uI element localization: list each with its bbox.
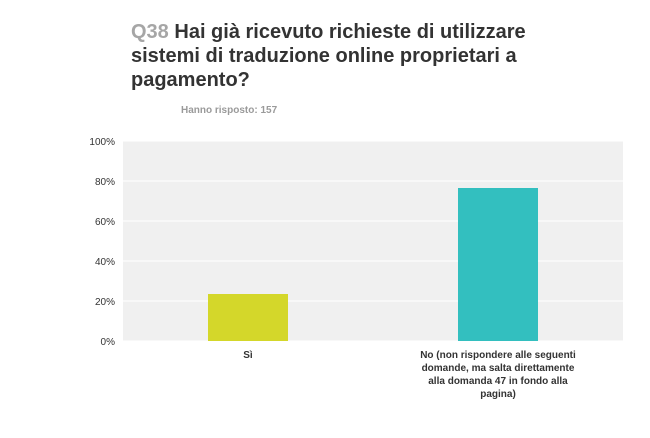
y-tick-label: 100% — [89, 137, 115, 148]
y-tick-label: 0% — [101, 337, 116, 348]
y-tick-label: 60% — [95, 217, 115, 228]
respondent-count: Hanno risposto: 157 — [181, 105, 278, 116]
y-tick-label: 80% — [95, 177, 115, 188]
y-tick-label: 40% — [95, 257, 115, 268]
plot-area — [123, 141, 623, 341]
question-number: Q38 — [131, 21, 169, 43]
bar-2 — [458, 188, 538, 341]
chart-title: Q38 Hai già ricevuto richieste di utiliz… — [131, 20, 571, 92]
bar-1 — [208, 294, 288, 341]
y-tick-label: 20% — [95, 297, 115, 308]
x-tick-label: No (non rispondere alle seguenti domande… — [420, 350, 576, 400]
question-text: Hai già ricevuto richieste di utilizzare… — [131, 21, 526, 91]
x-tick-label: Sì — [243, 350, 253, 361]
